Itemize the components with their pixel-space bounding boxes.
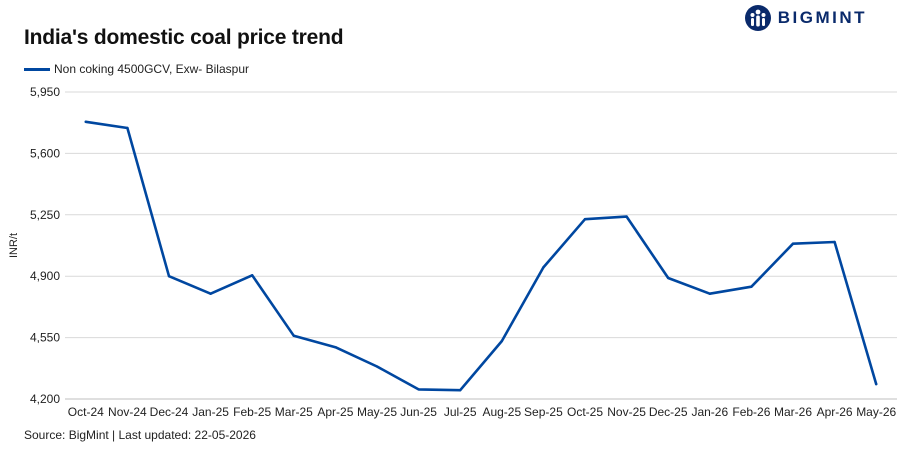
- bigmint-logo-text: BIGMINT: [777, 8, 867, 27]
- x-tick-label: Feb-26: [732, 405, 770, 419]
- legend-swatch: [24, 67, 50, 71]
- x-tick-label: Sep-25: [524, 405, 563, 419]
- data-point: [791, 242, 795, 245]
- bigmint-logo-icon: [744, 5, 771, 31]
- x-tick-label: Nov-24: [108, 405, 147, 419]
- x-tick-label: Jan-25: [192, 405, 229, 419]
- y-axis-label: INR/t: [8, 233, 20, 258]
- x-tick-label: Nov-25: [607, 405, 646, 419]
- x-tick-label: Aug-25: [482, 405, 521, 419]
- x-tick-label: Apr-26: [817, 405, 853, 419]
- data-point: [209, 292, 212, 295]
- chart-title: India's domestic coal price trend: [24, 26, 344, 49]
- x-tick-label: Jun-25: [400, 405, 437, 419]
- x-tick-label: Jul-25: [444, 405, 477, 419]
- data-point: [750, 285, 753, 288]
- legend: Non coking 4500GCV, Exw- Bilaspur: [24, 62, 249, 76]
- y-tick-label: 4,900: [30, 269, 60, 283]
- data-point: [708, 292, 711, 295]
- data-point: [667, 276, 670, 280]
- data-point: [500, 339, 503, 343]
- source-note: Source: BigMint | Last updated: 22-05-20…: [24, 428, 256, 442]
- x-tick-label: May-25: [357, 405, 397, 419]
- data-point: [583, 217, 587, 221]
- x-tick-label: Oct-24: [68, 405, 104, 419]
- bigmint-logo: BIGMINT: [744, 4, 867, 32]
- y-tick-label: 4,550: [30, 331, 60, 345]
- y-tick-label: 4,200: [30, 392, 60, 406]
- x-tick-label: Oct-25: [567, 405, 603, 419]
- x-tick-label: Dec-24: [150, 405, 189, 419]
- x-axis-ticks: Oct-24 Nov-24 Dec-24 Jan-25 Feb-25 Mar-25 Apr-…: [68, 405, 897, 419]
- data-point: [875, 382, 878, 386]
- x-tick-label: Dec-25: [649, 405, 688, 419]
- data-point: [84, 120, 88, 124]
- series-line-bilaspur: [84, 120, 878, 392]
- data-point: [417, 388, 420, 391]
- data-point: [542, 266, 545, 269]
- y-axis-ticks: 4,200 4,550 4,900 5,250 5,600 5,950: [30, 85, 60, 406]
- data-point: [251, 274, 254, 277]
- data-point: [625, 215, 628, 218]
- x-tick-label: Jan-26: [691, 405, 728, 419]
- x-tick-label: Mar-26: [774, 405, 812, 419]
- data-point: [292, 334, 295, 338]
- x-tick-label: Mar-25: [275, 405, 313, 419]
- data-point: [375, 365, 379, 368]
- gridlines: [65, 91, 897, 339]
- x-tick-label: Feb-25: [233, 405, 271, 419]
- x-tick-label: Apr-25: [317, 405, 353, 419]
- legend-label: Non coking 4500GCV, Exw- Bilaspur: [54, 62, 249, 76]
- data-point: [167, 275, 171, 278]
- x-tick-label: May-26: [856, 405, 896, 419]
- data-point: [334, 346, 337, 349]
- y-tick-label: 5,250: [30, 208, 60, 222]
- data-point: [833, 240, 836, 244]
- data-point: [126, 126, 129, 130]
- series-points: [84, 120, 878, 392]
- data-point: [459, 389, 462, 392]
- y-tick-label: 5,600: [30, 146, 60, 160]
- y-tick-label: 5,950: [30, 85, 60, 99]
